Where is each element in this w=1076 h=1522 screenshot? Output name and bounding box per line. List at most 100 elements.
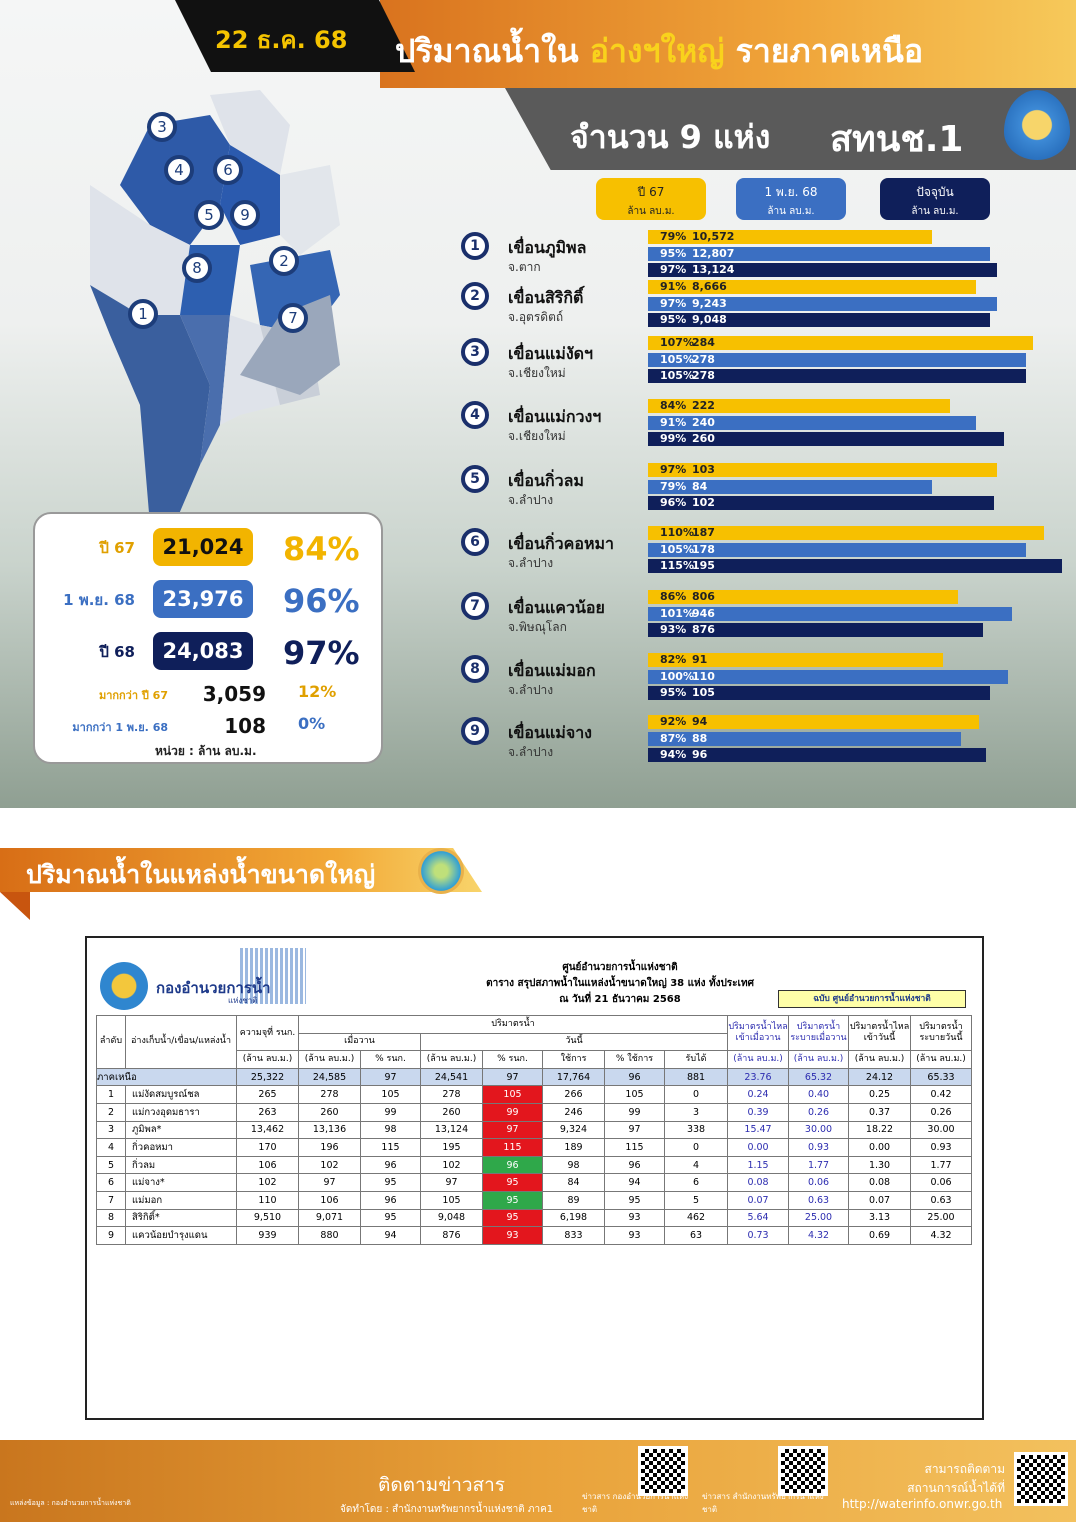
bar: 105% 278	[648, 352, 1026, 367]
summary-percent: 97%	[283, 634, 360, 672]
bar-volume: 103	[692, 463, 715, 476]
cell: 94	[360, 1226, 421, 1245]
bar-percent: 95%	[660, 313, 687, 326]
dam-number: 1	[461, 232, 489, 260]
cell: 3	[96, 1120, 126, 1140]
table-row: 5 กิ่วลม 106 102 96 102 96 98 96 4 1.15 1.77 1.30 1.7…	[96, 1155, 973, 1175]
table-row: 7 แม่มอก 110 106 96 105 95 89 95 5 0.07 0.63 0.07 0.6…	[96, 1190, 973, 1210]
cell: แควน้อยบำรุงแดน	[125, 1226, 237, 1245]
cell: 105	[360, 1085, 421, 1104]
map-pin: 4	[164, 155, 194, 185]
title-highlight: อ่างฯใหญ่	[589, 32, 725, 70]
bar-percent: 91%	[660, 415, 687, 429]
table-row: 2 แม่กวงอุดมธารา 263 260 99 260 99 246 99 3 0.39 0.…	[96, 1102, 973, 1122]
map-pin: 2	[269, 246, 299, 276]
cell: 96	[604, 1155, 665, 1175]
cell: 102	[420, 1155, 483, 1175]
bar-percent: 101%	[660, 606, 694, 620]
bar-percent: 105%	[660, 352, 694, 366]
cell: 260	[298, 1102, 361, 1122]
bar-percent: 84%	[660, 399, 687, 412]
cell: 0.07	[727, 1190, 790, 1210]
summary-percent: 96%	[283, 582, 360, 620]
legend-label: 1 พ.ย. 68	[764, 185, 818, 199]
bar-volume: 284	[692, 336, 715, 349]
cell: 2	[96, 1102, 126, 1122]
bar-percent: 94%	[660, 748, 687, 761]
province-shape	[180, 315, 230, 465]
bar-volume: 88	[692, 731, 708, 745]
section-band	[0, 848, 482, 892]
bar-volume: 8,666	[692, 280, 727, 293]
cell: 0.93	[788, 1138, 850, 1157]
footer-by: จัดทำโดย : สำนักงานทรัพยากรน้ำแห่งชาติ ภ…	[340, 1504, 554, 1515]
cell: 24,585	[298, 1067, 361, 1087]
bar: 100% 110	[648, 669, 1008, 684]
bar-percent: 97%	[660, 296, 687, 310]
cell: 115	[604, 1138, 665, 1157]
cell: 99	[360, 1102, 421, 1122]
cell: 97	[482, 1120, 543, 1140]
bar: 95% 105	[648, 686, 990, 700]
bar: 95% 12,807	[648, 246, 990, 261]
bar: 86% 806	[648, 590, 958, 604]
th: ปริมาตรน้ำไหลเข้าวันนี้	[848, 1014, 912, 1052]
cell: 0.40	[788, 1085, 850, 1104]
province-shape	[90, 185, 190, 315]
region-row: ภาคเหนือ 25,322 24,585 97 24,541 97 17,764 96 88…	[96, 1067, 973, 1087]
cell: 265	[236, 1085, 299, 1104]
bar: 97% 103	[648, 463, 998, 477]
cell: 189	[542, 1138, 605, 1157]
bar-volume: 240	[692, 415, 715, 429]
cell: 115	[360, 1138, 421, 1157]
cell: 18.22	[848, 1120, 912, 1140]
cell: 4.32	[788, 1226, 850, 1245]
dam-number: 2	[461, 282, 489, 310]
cell: 3.13	[848, 1208, 912, 1228]
dam-name: เขื่อนกิ่วลม	[508, 471, 584, 490]
cell: 0	[663, 1085, 729, 1104]
bar: 115% 195	[648, 559, 1062, 573]
cell: 0.63	[788, 1190, 850, 1210]
bar-percent: 115%	[660, 559, 694, 572]
cell: 876	[420, 1226, 483, 1245]
bar: 84% 222	[648, 399, 951, 413]
title: ปริมาณน้ำใน อ่างฯใหญ่ รายภาคเหนือ	[395, 26, 923, 77]
title-pre: ปริมาณน้ำใน	[395, 32, 579, 70]
dam-number: 5	[461, 465, 489, 493]
footer-source: แหล่งข้อมูล : กองอำนวยการน้ำแห่งชาติ	[10, 1499, 131, 1507]
bar: 79% 84	[648, 479, 933, 494]
cell: 115	[482, 1138, 543, 1157]
diff-value: 3,059	[202, 682, 266, 706]
cell: 0.00	[848, 1138, 912, 1157]
cell: 0.63	[910, 1190, 973, 1210]
cell: 881	[663, 1067, 729, 1087]
date-tab	[175, 0, 415, 72]
province-shape	[280, 165, 340, 255]
table-date: ณ วันที่ 21 ธันวาคม 2568	[559, 994, 681, 1005]
table-row: 4 กิ่วคอหมา 170 196 115 195 115 189 115 0 0.00 0.93…	[96, 1138, 973, 1157]
diff-value: 108	[224, 714, 266, 738]
th: ปริมาตรน้ำ	[297, 1015, 729, 1034]
cell: 65.32	[788, 1067, 850, 1087]
th: ลำดับ	[96, 1015, 126, 1069]
table-row: 1 แม่งัดสมบูรณ์ชล 265 278 105 278 105 266 105 0 0.…	[96, 1085, 973, 1104]
legend-item: ปัจจุบัน ล้าน ลบ.ม.	[880, 178, 990, 220]
cell: 278	[298, 1085, 361, 1104]
th: (ล้าน ลบ.ม.)	[420, 1050, 483, 1069]
footer-track: สามารถติดตามสถานการณ์น้ำได้ที่	[907, 1462, 1005, 1495]
cell: 6,198	[542, 1208, 605, 1228]
org-name: กองอำนวยการน้ำ	[156, 979, 271, 997]
th: (ล้าน ลบ.ม.)	[788, 1050, 850, 1069]
dam-province: จ.พิษณุโลก	[508, 620, 567, 634]
cell: 23.76	[727, 1067, 790, 1087]
bar: 79% 10,572	[648, 230, 933, 244]
data-table: ลำดับ อ่างเก็บน้ำ/เขื่อน/แหล่งน้ำ ความจุที…	[96, 1014, 973, 1245]
cell: 102	[236, 1173, 299, 1192]
cell: 278	[420, 1085, 483, 1104]
cell: 89	[542, 1190, 605, 1210]
cell: 0.73	[727, 1226, 790, 1245]
qr-label: ข่าวสาร กองอำนวยการน้ำแห่งชาติ	[582, 1492, 689, 1514]
bar-volume: 105	[692, 686, 715, 699]
cell: 97	[604, 1120, 665, 1140]
